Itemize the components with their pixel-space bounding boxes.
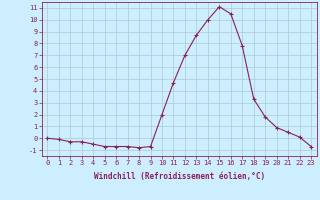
- X-axis label: Windchill (Refroidissement éolien,°C): Windchill (Refroidissement éolien,°C): [94, 172, 265, 181]
